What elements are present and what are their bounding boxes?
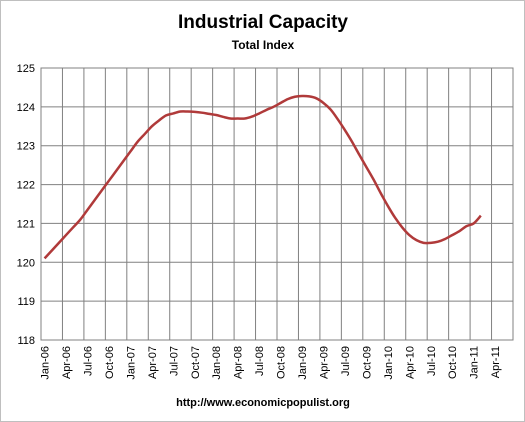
- x-tick-label: Apr-11: [490, 346, 502, 378]
- y-tick-label: 122: [17, 180, 35, 192]
- x-tick-label: Apr-06: [61, 346, 73, 379]
- x-tick-label: Jul-06: [82, 346, 94, 376]
- y-tick-label: 124: [17, 102, 35, 114]
- y-tick-label: 120: [17, 257, 35, 269]
- x-tick-label: Apr-07: [147, 346, 159, 379]
- x-tick-label: Jul-09: [340, 346, 352, 376]
- x-tick-label: Oct-09: [361, 346, 373, 379]
- x-tick-label: Oct-10: [447, 346, 459, 379]
- x-tick-label: Jan-10: [383, 346, 395, 380]
- x-tick-label: Jul-08: [254, 346, 266, 376]
- x-tick-label: Apr-10: [404, 346, 416, 379]
- y-axis-ticks: 118 119 120 121 122 123 124 125: [17, 63, 35, 347]
- source-url: http://www.economicpopulist.org: [176, 397, 350, 409]
- x-tick-label: Jan-08: [211, 346, 223, 380]
- x-tick-label: Jan-11: [469, 346, 481, 379]
- y-tick-label: 119: [17, 296, 35, 308]
- x-tick-label: Jan-06: [40, 346, 52, 380]
- chart-subtitle: Total Index: [232, 38, 295, 52]
- y-tick-label: 123: [17, 141, 35, 153]
- x-tick-label: Apr-08: [233, 346, 245, 379]
- x-tick-label: Apr-09: [318, 346, 330, 379]
- x-tick-label: Jan-07: [125, 346, 137, 380]
- y-tick-label: 121: [17, 218, 35, 230]
- x-tick-label: Oct-07: [190, 346, 202, 379]
- x-tick-label: Jul-07: [168, 346, 180, 376]
- x-tick-label: Oct-08: [276, 346, 288, 379]
- x-axis-ticks: Jan-06 Apr-06 Jul-06 Oct-06 Jan-07 Apr-07 Jul-…: [40, 346, 503, 380]
- x-tick-label: Jul-10: [426, 346, 438, 376]
- series-line: [43, 94, 482, 260]
- y-tick-label: 118: [17, 335, 35, 347]
- x-tick-label: Oct-06: [104, 346, 116, 379]
- y-tick-label: 125: [17, 63, 35, 75]
- chart-title: Industrial Capacity: [178, 12, 348, 33]
- vertical-gridlines: [61, 68, 493, 340]
- x-tick-label: Jan-09: [297, 346, 309, 380]
